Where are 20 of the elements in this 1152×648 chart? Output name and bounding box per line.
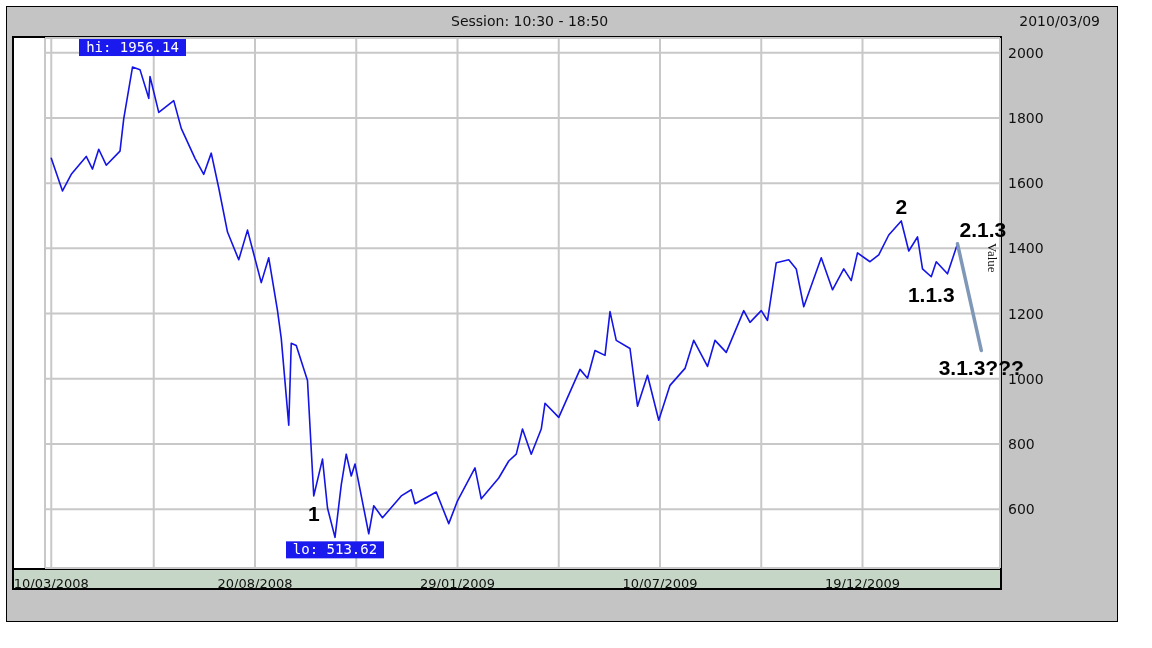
annotation: 1 — [307, 501, 320, 525]
y-tick-label: 1600 — [1008, 175, 1044, 192]
y-axis-title: Value — [985, 243, 1001, 273]
annotation: lo: 513.62 — [292, 541, 378, 558]
y-tick-label: 1200 — [1008, 305, 1044, 322]
x-tick-label: 29/01/2009 — [420, 576, 495, 591]
text: Session: 10:30 - 18:50 — [451, 13, 609, 29]
text: 2010/03/09 — [1019, 13, 1100, 29]
y-tick-label: 1800 — [1008, 109, 1044, 126]
annotation: 1.1.3 — [907, 282, 955, 306]
y-tick-label: 1400 — [1008, 240, 1044, 257]
y-tick-label: 2000 — [1008, 44, 1044, 61]
y-tick-label: 600 — [1008, 501, 1035, 518]
y-tick-label: 800 — [1008, 436, 1035, 453]
x-tick-label: 19/12/2009 — [825, 576, 900, 591]
x-tick-label: 10/07/2009 — [622, 576, 698, 591]
annotation: 2 — [895, 194, 908, 218]
x-tick-label: 10/03/2008 — [13, 576, 89, 591]
annotation: hi: 1956.14 — [86, 39, 179, 56]
x-tick-label: 20/08/2008 — [217, 576, 293, 591]
